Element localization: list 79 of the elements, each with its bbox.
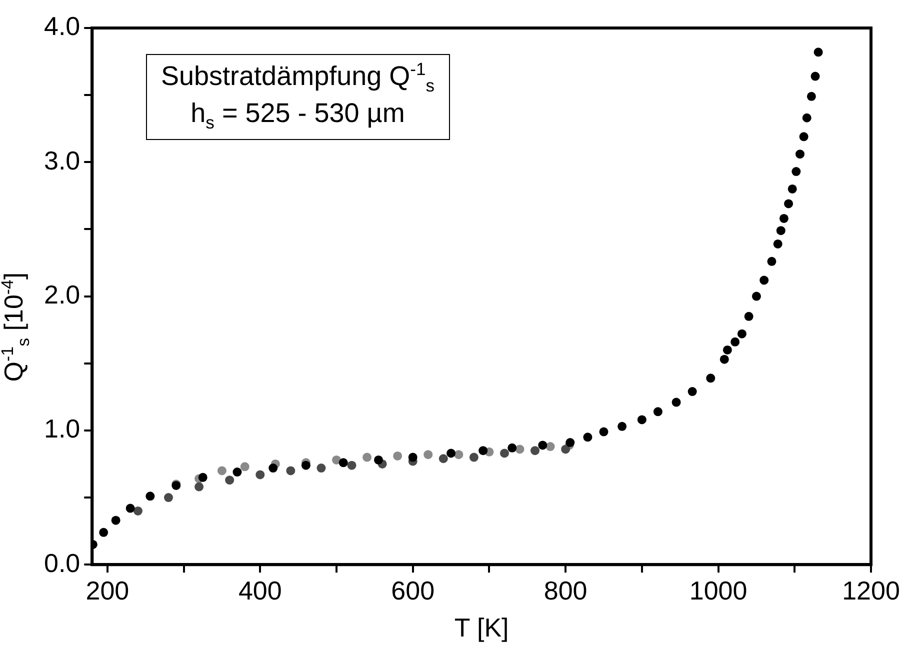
point <box>446 448 456 458</box>
point <box>637 415 646 424</box>
point <box>788 184 797 194</box>
x-tick-label: 400 <box>238 575 282 606</box>
y-tick-label: 2.0 <box>44 279 80 310</box>
point <box>126 504 135 513</box>
point <box>530 446 540 456</box>
point <box>362 452 372 462</box>
point <box>286 466 296 476</box>
y-tick-label: 4.0 <box>44 11 80 42</box>
point <box>814 48 823 57</box>
y-tick-label: 0.0 <box>44 548 80 578</box>
point <box>672 398 681 407</box>
point <box>338 458 348 468</box>
point <box>111 516 120 525</box>
point <box>546 442 555 452</box>
point <box>538 440 548 450</box>
point <box>688 387 697 396</box>
point <box>744 312 754 321</box>
y-tick-label: 3.0 <box>44 145 80 176</box>
point <box>653 407 662 416</box>
point <box>792 167 801 176</box>
point <box>256 470 265 480</box>
y-tick-label: 1.0 <box>44 414 80 444</box>
point <box>217 466 226 476</box>
point <box>776 226 786 236</box>
point <box>232 468 242 477</box>
annotation: h$_{s}$ = 525 - 530 µm <box>190 97 406 135</box>
point <box>198 472 208 482</box>
point <box>424 450 433 460</box>
point <box>799 132 808 142</box>
point <box>164 493 173 502</box>
point <box>240 462 250 472</box>
point <box>500 448 509 458</box>
point <box>194 482 204 492</box>
point <box>225 476 234 485</box>
point <box>784 199 794 208</box>
point <box>706 374 716 383</box>
point <box>454 450 464 460</box>
point <box>561 444 570 454</box>
point <box>347 460 356 470</box>
point <box>99 528 108 537</box>
point <box>374 455 383 464</box>
x-tick-label: 1000 <box>689 575 748 606</box>
point <box>779 214 788 223</box>
point <box>515 444 524 454</box>
point <box>599 427 608 436</box>
point <box>508 443 517 452</box>
x-tick-label: 600 <box>391 575 435 606</box>
point <box>469 452 478 462</box>
x-tick-label: 200 <box>86 575 130 606</box>
point <box>767 256 776 266</box>
point <box>408 452 418 462</box>
point <box>268 464 278 473</box>
point <box>773 239 782 248</box>
point <box>478 446 488 456</box>
point <box>618 422 627 431</box>
point <box>566 438 575 448</box>
point <box>802 113 812 122</box>
point <box>810 72 820 81</box>
point <box>438 454 448 464</box>
point <box>133 506 142 516</box>
point <box>795 150 804 159</box>
point <box>806 92 816 101</box>
point <box>730 337 740 346</box>
point <box>146 492 155 501</box>
point <box>316 464 326 473</box>
point <box>722 345 732 354</box>
point <box>583 432 592 442</box>
point <box>720 354 729 364</box>
point <box>752 292 761 301</box>
x-tick-label: 800 <box>544 575 588 606</box>
x-tick-label: 1200 <box>842 575 900 606</box>
x-axis-title: T [K] <box>454 612 509 643</box>
point <box>393 451 402 460</box>
point <box>301 460 310 470</box>
point <box>760 276 769 285</box>
point <box>332 455 341 464</box>
point <box>737 329 746 338</box>
